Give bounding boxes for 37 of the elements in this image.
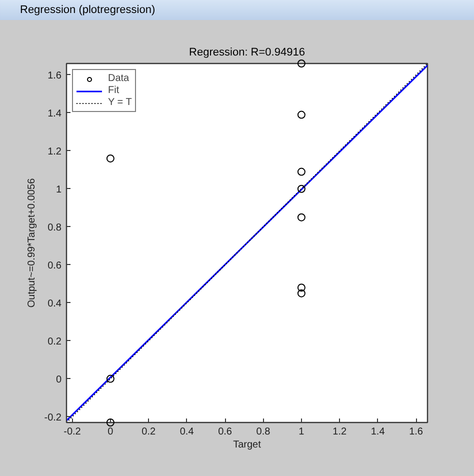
point: [297, 289, 306, 298]
point: [106, 418, 114, 426]
x-tick-label: -0.2: [64, 426, 82, 438]
chart-title: Regression: R=0.94916: [189, 46, 305, 58]
point: [106, 154, 114, 162]
x-tick-label: 0.2: [142, 426, 156, 438]
point: [297, 168, 306, 176]
point: [297, 284, 306, 292]
y-tick-label: 1.2: [48, 146, 62, 158]
y-tick-label: 0.2: [48, 336, 62, 348]
x-tick-label: 1.4: [370, 426, 386, 438]
text: Regression (plotregression): [20, 3, 156, 18]
y-tick-label: 0.6: [48, 260, 62, 272]
x-tick-label: 0.6: [218, 426, 232, 438]
x-tick-label: 1.6: [409, 426, 424, 438]
y-tick-label: 0: [56, 374, 62, 386]
x-tick-label: 0: [108, 426, 114, 438]
x-tick-label: 0.8: [256, 426, 271, 438]
point: [297, 213, 306, 222]
point: [297, 110, 306, 119]
x-tick-label: 0.4: [180, 426, 194, 438]
legend-label: Y = T: [108, 97, 132, 108]
legend-label: Fit: [108, 85, 120, 96]
point: [106, 374, 114, 383]
point: [297, 184, 306, 193]
y-tick-label: -0.2: [44, 412, 62, 424]
y-tick-label: 1.4: [48, 108, 62, 120]
x-tick-label: 1.2: [332, 426, 348, 438]
x-tick-label: 1: [298, 426, 305, 438]
y-tick-label: 1.6: [48, 70, 62, 82]
y-tick-label: 1: [56, 184, 62, 196]
x-axis-title: Target: [233, 440, 262, 450]
y-tick-label: 0.4: [48, 298, 62, 310]
y-axis-title: Output~=0.99*Target+0.0056: [26, 178, 38, 308]
y-tick-label: 0.8: [48, 222, 62, 234]
point: [297, 60, 306, 68]
legend-label: Data: [108, 73, 130, 84]
